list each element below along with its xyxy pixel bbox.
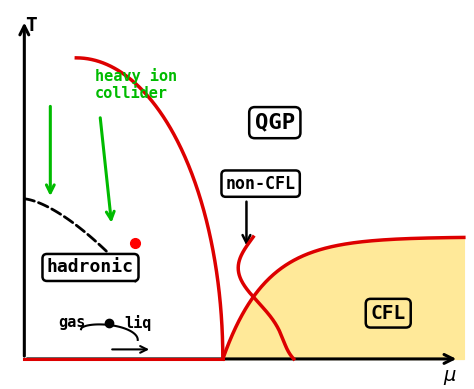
Text: heavy ion
collider: heavy ion collider xyxy=(95,68,177,101)
Text: $\mu$: $\mu$ xyxy=(443,368,456,387)
Text: non-CFL: non-CFL xyxy=(226,175,296,193)
Text: QGP: QGP xyxy=(255,113,295,133)
Text: CFL: CFL xyxy=(371,304,406,323)
Text: gas: gas xyxy=(58,315,85,330)
Text: liq: liq xyxy=(124,315,151,331)
Text: T: T xyxy=(26,16,37,35)
Text: hadronic: hadronic xyxy=(47,258,134,277)
